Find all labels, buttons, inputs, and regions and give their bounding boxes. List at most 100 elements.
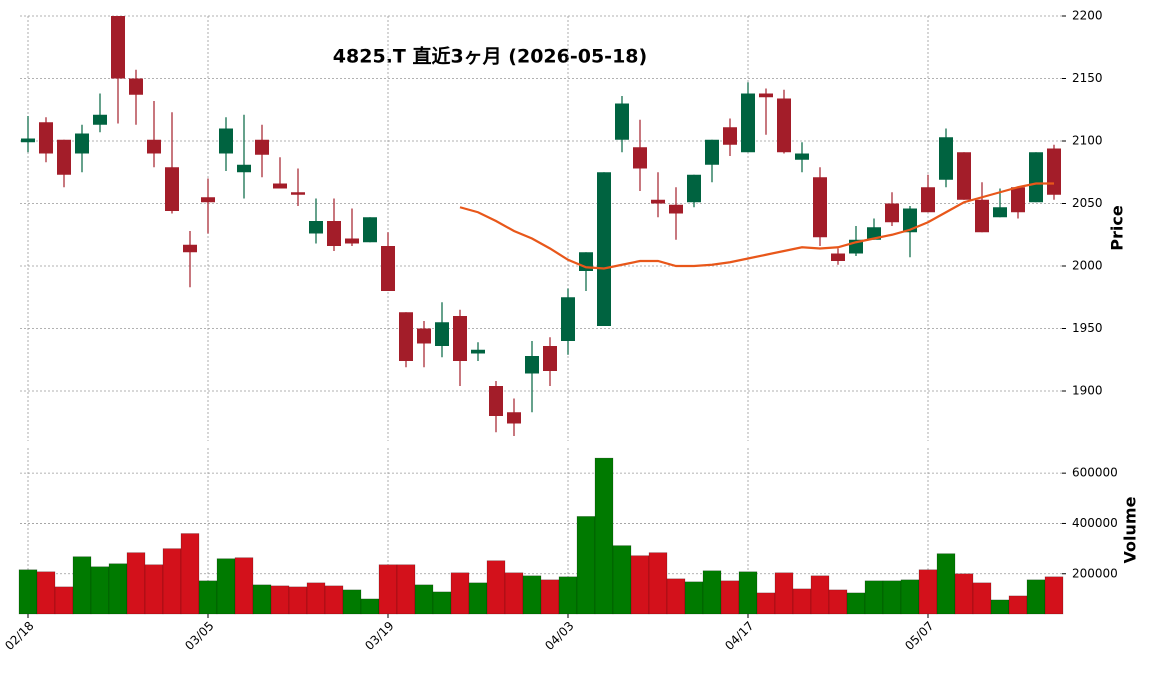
moving-average-line xyxy=(459,182,1054,270)
y-tick-label: 2150 xyxy=(1072,71,1103,85)
candle-body xyxy=(921,187,935,213)
volume-bar xyxy=(198,580,218,615)
volume-bar xyxy=(1008,595,1028,615)
volume-bar xyxy=(378,564,398,615)
volume-bar xyxy=(144,564,164,615)
candle-body xyxy=(147,139,161,154)
candle-body xyxy=(219,128,233,154)
x-tick-label: 04/03 xyxy=(542,619,576,653)
volume-bar xyxy=(738,571,758,615)
volume-axis-label: Volume xyxy=(1121,496,1140,563)
volume-bar xyxy=(702,570,722,615)
candle-body xyxy=(93,114,107,125)
volume-bar xyxy=(54,586,74,615)
volume-bar xyxy=(558,576,578,615)
y-tick-label: 1950 xyxy=(1072,321,1103,335)
x-tick-label: 03/19 xyxy=(362,619,396,653)
volume-bar xyxy=(936,553,956,615)
y-tick-label: 1900 xyxy=(1072,384,1103,398)
candle-body xyxy=(669,204,683,214)
volume-bar xyxy=(864,580,884,615)
candle-body xyxy=(435,322,449,346)
candle-body xyxy=(831,253,845,261)
y-tick-label: 2100 xyxy=(1072,134,1103,148)
candle-body xyxy=(939,137,953,180)
candle-body xyxy=(327,221,341,246)
volume-bar xyxy=(288,586,308,615)
candle-body xyxy=(759,93,773,98)
candle-body xyxy=(867,227,881,240)
volume-bar xyxy=(540,579,560,615)
volume-bar xyxy=(594,457,614,615)
volume-bar xyxy=(1044,576,1064,615)
candle-body xyxy=(399,312,413,361)
candle-body xyxy=(723,127,737,145)
volume-bar xyxy=(954,573,974,615)
candle-body xyxy=(21,138,35,143)
volume-bar xyxy=(216,558,236,615)
volume-bar xyxy=(900,579,920,615)
volume-bar xyxy=(360,598,380,615)
candle-body xyxy=(813,177,827,238)
volume-bar xyxy=(306,582,326,615)
volume-bar xyxy=(432,591,452,615)
volume-bar xyxy=(612,545,632,615)
candle-body xyxy=(795,153,809,160)
candle-body xyxy=(183,244,197,253)
volume-bar xyxy=(72,556,92,615)
candle-body xyxy=(903,208,917,233)
candle-body xyxy=(651,199,665,204)
candle-body xyxy=(543,346,557,371)
volume-bar xyxy=(270,585,290,615)
candle-body xyxy=(597,172,611,326)
candle-body xyxy=(39,122,53,154)
candle-body xyxy=(777,98,791,153)
volume-bar xyxy=(972,582,992,615)
x-tick-label: 05/07 xyxy=(902,619,936,653)
candle-body xyxy=(471,349,485,354)
y-axis-label: Price xyxy=(1108,205,1127,251)
candle-body xyxy=(309,221,323,234)
candle-body xyxy=(1029,152,1043,203)
candle-body xyxy=(525,356,539,374)
candle-body xyxy=(615,103,629,140)
y-tick-label: 2000 xyxy=(1072,259,1103,273)
volume-bar xyxy=(324,585,344,615)
candle-body xyxy=(291,192,305,195)
candle-body xyxy=(1011,187,1025,213)
candle-body xyxy=(561,297,575,341)
candle-body xyxy=(1047,148,1061,195)
volume-bar xyxy=(450,572,470,615)
volume-bar xyxy=(108,563,128,615)
candle-body xyxy=(165,167,179,211)
volume-bar xyxy=(396,564,416,615)
chart-title: 4825.T 直近3ヶ月 (2026-05-18) xyxy=(333,45,647,68)
candle-body xyxy=(975,199,989,233)
volume-bar xyxy=(1026,579,1046,615)
candle-body xyxy=(489,386,503,416)
volume-bar xyxy=(576,516,596,615)
volume-bar xyxy=(486,560,506,615)
volume-bar xyxy=(648,552,668,615)
candle-body xyxy=(237,164,251,173)
y-tick-label: 2050 xyxy=(1072,196,1103,210)
volume-bar xyxy=(684,581,704,615)
volume-bar xyxy=(990,599,1010,615)
candle-body xyxy=(957,152,971,200)
candle-body xyxy=(75,133,89,154)
volume-bar xyxy=(720,580,740,615)
candle-body xyxy=(363,217,377,243)
volume-bar xyxy=(522,575,542,615)
volume-bar xyxy=(162,548,182,615)
volume-tick-label: 600000 xyxy=(1072,466,1118,480)
volume-bar xyxy=(666,578,686,615)
volume-bar xyxy=(756,592,776,615)
volume-bar xyxy=(18,569,38,615)
volume-bar xyxy=(468,582,488,615)
candle-body xyxy=(507,412,521,424)
volume-bar xyxy=(504,572,524,615)
candle-body xyxy=(255,139,269,155)
volume-bar xyxy=(882,580,902,615)
candle-body xyxy=(885,203,899,223)
